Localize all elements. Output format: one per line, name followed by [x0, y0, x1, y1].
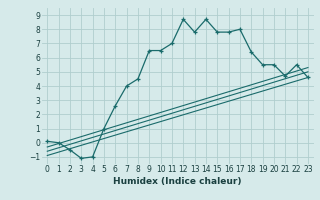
X-axis label: Humidex (Indice chaleur): Humidex (Indice chaleur): [113, 177, 242, 186]
